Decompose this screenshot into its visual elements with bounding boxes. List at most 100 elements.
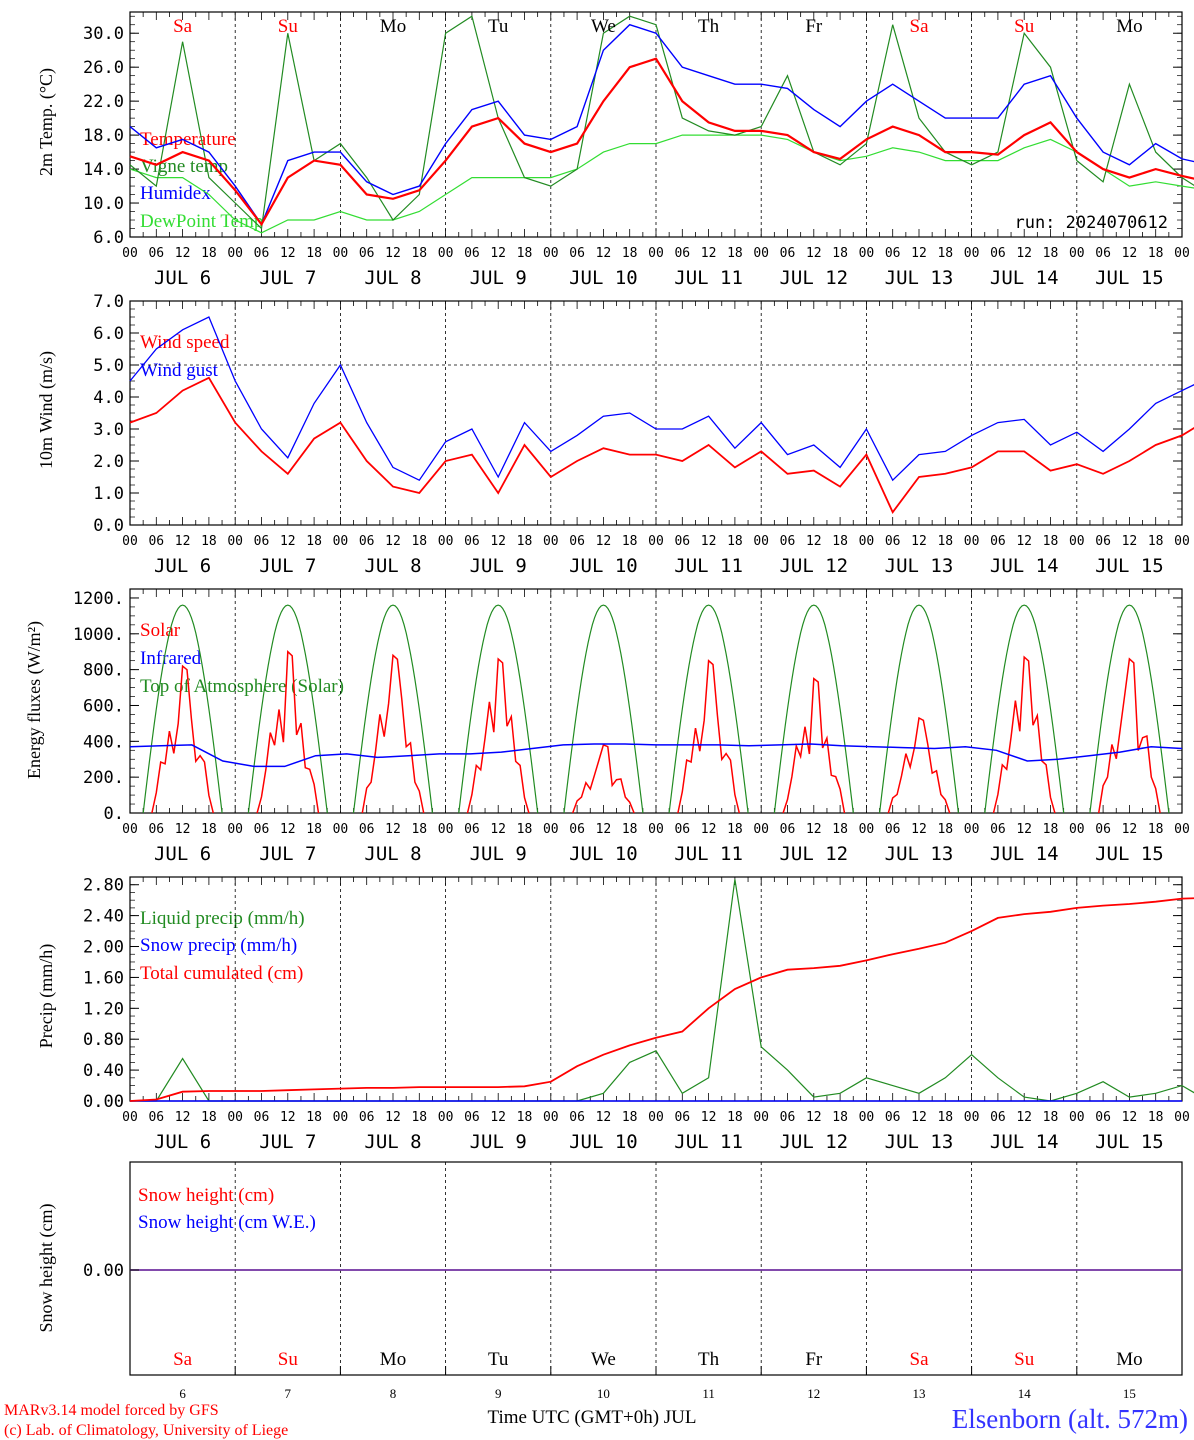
hour-tick-label: 18 <box>622 246 638 261</box>
hour-tick-label: 06 <box>990 534 1006 549</box>
hour-tick-label: 00 <box>227 246 243 261</box>
day-label: JUL 12 <box>779 843 848 865</box>
credit-line-2: (c) Lab. of Climatology, University of L… <box>4 1422 288 1439</box>
y-tick-label: 800. <box>83 661 124 681</box>
ylabel-temperature: 2m Temp. (°C) <box>36 68 57 176</box>
weekday-label: Sa <box>910 1349 930 1370</box>
hour-tick-label: 18 <box>622 822 638 837</box>
hour-tick-label: 18 <box>937 1110 953 1125</box>
hour-tick-label: 06 <box>569 822 585 837</box>
hour-tick-label: 06 <box>1095 822 1111 837</box>
day-label: JUL 15 <box>1095 843 1164 865</box>
series-line-toa <box>563 604 644 814</box>
hour-tick-label: 00 <box>753 246 769 261</box>
day-label: JUL 9 <box>470 267 527 289</box>
hour-tick-label: 18 <box>832 1110 848 1125</box>
hour-tick-label: 00 <box>333 534 349 549</box>
panel-precip: 00 06 12 18 JUL 6 00 06 12 18 JUL 7 00 06 12 18 JUL 8 0… <box>122 876 1190 1153</box>
panel-snow <box>129 1161 1183 1376</box>
hour-tick-label: 00 <box>333 246 349 261</box>
hour-tick-label: 06 <box>780 534 796 549</box>
hour-tick-label: 18 <box>1043 822 1059 837</box>
series-line-solar <box>151 664 215 814</box>
y-tick-label: 1.60 <box>83 968 124 988</box>
hour-tick-label: 18 <box>1043 1110 1059 1125</box>
day-label: JUL 14 <box>990 267 1059 289</box>
series-line-wind-gust <box>129 316 1194 482</box>
day-label: JUL 9 <box>470 843 527 865</box>
hour-tick-label: 18 <box>517 1110 533 1125</box>
hour-tick-label: 18 <box>727 1110 743 1125</box>
day-label: JUL 9 <box>470 555 527 577</box>
hour-tick-label: 12 <box>596 1110 612 1125</box>
hour-tick-label: 00 <box>1174 246 1190 261</box>
day-label: JUL 11 <box>674 1131 743 1153</box>
hour-tick-label: 12 <box>911 534 927 549</box>
hour-tick-label: 12 <box>385 246 401 261</box>
hour-tick-label: 12 <box>596 534 612 549</box>
weekday-label: Mo <box>1116 1349 1142 1370</box>
series-line-infrared <box>129 743 1183 768</box>
hour-tick-label: 12 <box>1016 822 1032 837</box>
hour-tick-label: 18 <box>306 1110 322 1125</box>
y-tick-label: 2.80 <box>83 876 124 896</box>
day-label: JUL 10 <box>569 555 638 577</box>
day-label: JUL 10 <box>569 1131 638 1153</box>
ylabel-wind: 10m Wind (m/s) <box>36 351 57 469</box>
hour-tick-label: 12 <box>701 822 717 837</box>
hour-tick-label: 06 <box>1095 246 1111 261</box>
hour-tick-label: 00 <box>543 246 559 261</box>
legend-wind-speed: Wind speed <box>140 332 230 353</box>
day-label: JUL 8 <box>364 267 421 289</box>
hour-tick-label: 06 <box>464 822 480 837</box>
series-line-toa <box>984 604 1065 814</box>
hour-tick-label: 12 <box>1016 246 1032 261</box>
hour-tick-label: 12 <box>701 1110 717 1125</box>
hour-tick-label: 00 <box>438 534 454 549</box>
hour-tick-label: 12 <box>385 1110 401 1125</box>
yaxis-temperature: 6.0 10.0 14.0 18.0 22.0 26.0 30.0 <box>83 15 1182 248</box>
weekday-label: We <box>591 1349 616 1370</box>
y-tick-label: 14.0 <box>83 160 124 180</box>
hour-tick-label: 06 <box>359 246 375 261</box>
hour-tick-label: 06 <box>464 534 480 549</box>
hour-tick-label: 00 <box>227 1110 243 1125</box>
ylabel-snow: Snow height (cm) <box>36 1204 57 1333</box>
hour-tick-label: 06 <box>148 534 164 549</box>
hour-tick-label: 12 <box>1122 246 1138 261</box>
day-label: JUL 10 <box>569 267 638 289</box>
weekday-label: Tu <box>488 16 509 37</box>
hour-tick-label: 06 <box>885 1110 901 1125</box>
day-label: JUL 9 <box>470 1131 527 1153</box>
panel-wind: 00 06 12 18 JUL 6 00 06 12 18 JUL 7 00 06 12 18 JUL 8 0… <box>122 300 1190 577</box>
hour-tick-label: 12 <box>911 1110 927 1125</box>
series-line-solar <box>677 659 741 814</box>
hour-tick-label: 12 <box>280 246 296 261</box>
hour-tick-label: 18 <box>832 822 848 837</box>
day-label: JUL 15 <box>1095 555 1164 577</box>
hour-tick-label: 12 <box>490 822 506 837</box>
legend-total-cumulated: Total cumulated (cm) <box>140 963 303 984</box>
hour-tick-label: 12 <box>1122 534 1138 549</box>
weekday-label: Fr <box>805 16 823 37</box>
hour-tick-label: 00 <box>648 534 664 549</box>
day-label: JUL 12 <box>779 267 848 289</box>
hour-tick-label: 18 <box>306 246 322 261</box>
hour-tick-label: 06 <box>569 534 585 549</box>
y-tick-label: 200. <box>83 768 124 788</box>
series-line-solar <box>782 677 846 814</box>
series-line-toa <box>773 604 854 814</box>
series-line-solar <box>466 657 530 814</box>
hour-tick-label: 06 <box>148 246 164 261</box>
hour-tick-label: 06 <box>464 246 480 261</box>
hour-tick-label: 06 <box>569 1110 585 1125</box>
hour-tick-label: 12 <box>806 246 822 261</box>
weekday-label: We <box>591 16 616 37</box>
y-tick-label: 1.0 <box>93 484 124 504</box>
y-tick-label: 30.0 <box>83 24 124 44</box>
weekday-label: Sa <box>173 16 193 37</box>
day-label: JUL 8 <box>364 843 421 865</box>
y-tick-label: 1.20 <box>83 999 124 1019</box>
snow-legend: Snow height (cm) Snow height (cm W.E.) <box>138 1185 316 1233</box>
